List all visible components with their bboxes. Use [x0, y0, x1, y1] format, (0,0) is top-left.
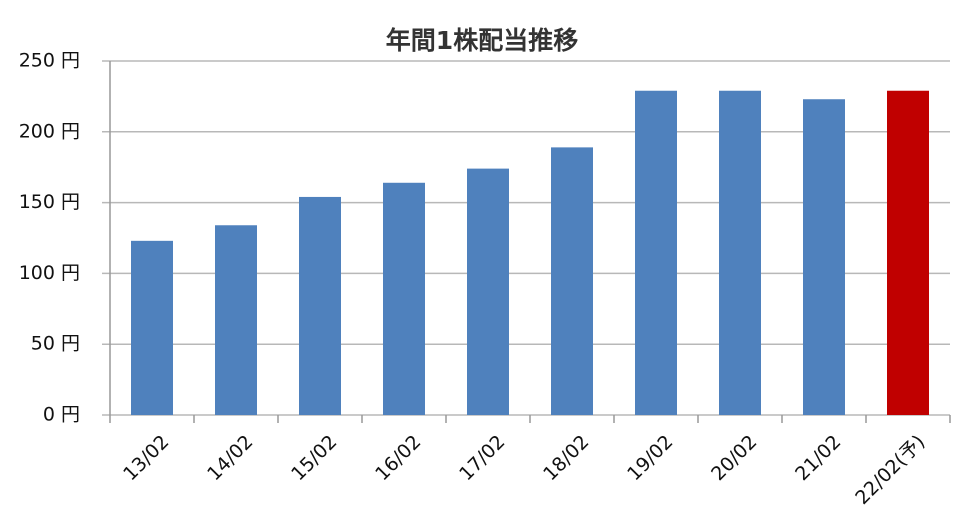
y-tick-label: 50 円 — [31, 333, 80, 355]
y-tick-label: 200 円 — [19, 120, 80, 142]
y-tick-label: 150 円 — [19, 191, 80, 213]
chart-title: 年間1株配当推移 — [386, 26, 578, 55]
y-tick-label: 250 円 — [19, 50, 80, 72]
bar — [719, 90, 761, 416]
bar — [299, 196, 341, 415]
x-tick-label: 19/02 — [623, 431, 677, 485]
x-tick-label: 20/02 — [707, 431, 761, 485]
y-tick-label: 0 円 — [43, 404, 80, 426]
bar — [383, 182, 425, 415]
bar — [887, 90, 929, 416]
x-tick-label: 17/02 — [455, 431, 509, 485]
y-tick-label: 100 円 — [19, 262, 80, 284]
bar — [467, 168, 509, 415]
x-tick-label: 13/02 — [119, 431, 173, 485]
bar — [131, 240, 173, 415]
x-tick-label: 21/02 — [791, 431, 845, 485]
x-tick-label: 15/02 — [287, 431, 341, 485]
x-tick-label: 14/02 — [203, 431, 257, 485]
bar — [635, 90, 677, 416]
bar — [551, 147, 593, 415]
bar — [215, 225, 257, 415]
x-tick-label: 22/02(予) — [851, 431, 929, 509]
bar — [803, 99, 845, 416]
x-tick-label: 16/02 — [371, 431, 425, 485]
x-tick-label: 18/02 — [539, 431, 593, 485]
